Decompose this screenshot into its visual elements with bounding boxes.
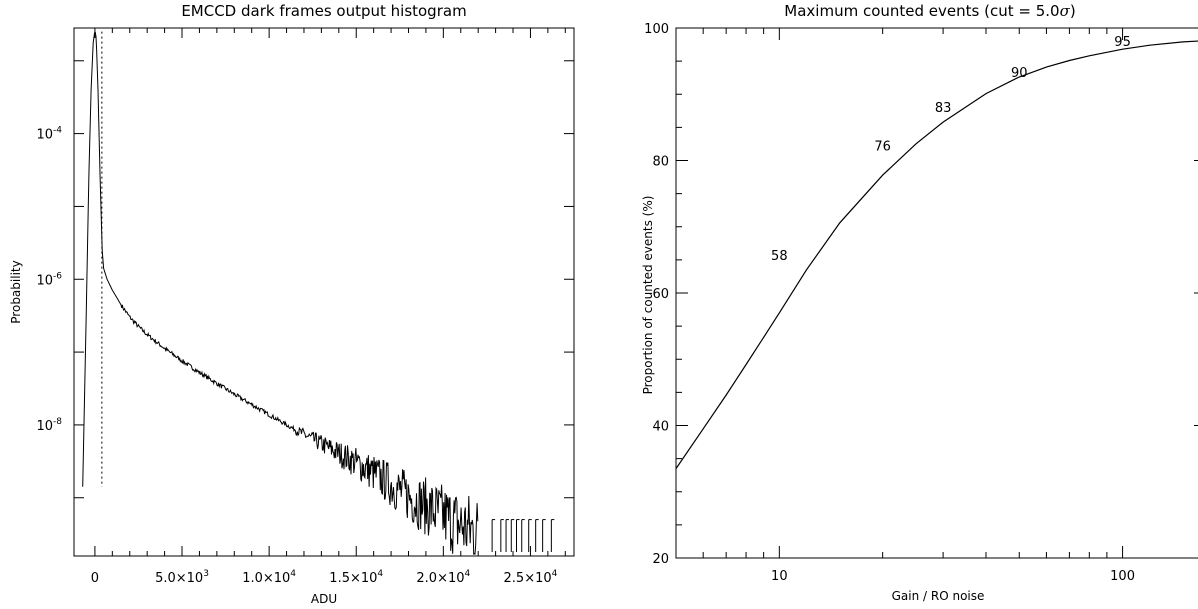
counted-events-annotation: 95 (1114, 35, 1131, 50)
histogram-ytick-label: 10-8 (36, 417, 62, 434)
counted-events-xlabel: Gain / RO noise (892, 589, 985, 603)
histogram-ylabel: Probability (9, 260, 23, 323)
counted-events-title-suffix: ) (1070, 2, 1076, 20)
counted-ytick-label: 40 (652, 420, 669, 435)
histogram-plot-frame (73, 27, 575, 557)
counted-ytick-label: 60 (652, 287, 669, 302)
counted-ytick-label: 100 (644, 22, 669, 37)
counted-events-title-main: Maximum counted events (cut = 5.0 (784, 2, 1059, 20)
counted-events-annotation: 83 (935, 101, 952, 116)
histogram-xtick-label: 0 (91, 571, 99, 586)
histogram-xtick-label: 5.0×103 (155, 569, 209, 586)
counted-ytick-label: 20 (652, 552, 669, 567)
counted-events-tick-labels: 10 100 20 40 60 80 100 (644, 22, 1135, 584)
counted-events-curve (675, 40, 1198, 469)
counted-xtick-label: 100 (1110, 569, 1135, 584)
histogram-xtick-label: 1.5×104 (329, 569, 383, 586)
histogram-panel: EMCCD dark frames output histogram 0 5.0×… (9, 2, 575, 606)
counted-events-title-sigma: σ (1060, 2, 1071, 20)
counted-events-ticks (676, 27, 1198, 559)
histogram-xtick-label: 1.0×104 (242, 569, 296, 586)
counted-xtick-label: 10 (771, 569, 788, 584)
histogram-xlabel: ADU (311, 592, 337, 606)
counted-events-series (675, 40, 1198, 469)
counted-events-annotation: 90 (1011, 66, 1028, 81)
counted-events-annotations: 58 76 83 90 95 (771, 35, 1131, 264)
counted-events-annotation: 76 (874, 140, 891, 155)
histogram-ticks (74, 28, 574, 556)
histogram-xtick-label: 2.0×104 (416, 569, 470, 586)
counted-events-annotation: 58 (771, 249, 788, 264)
histogram-title: EMCCD dark frames output histogram (181, 2, 466, 20)
histogram-ytick-label: 10-6 (36, 271, 62, 288)
histogram-curve (82, 31, 479, 556)
histogram-series (82, 31, 555, 556)
histogram-xtick-label: 2.5×104 (504, 569, 558, 586)
counted-events-panel: Maximum counted events (cut = 5.0σ) 10 10… (641, 2, 1198, 603)
histogram-tick-labels: 0 5.0×103 1.0×104 1.5×104 2.0×104 2.5×104 10-4… (36, 126, 557, 586)
counted-events-ylabel: Proportion of counted events (%) (641, 196, 655, 395)
counted-events-title: Maximum counted events (cut = 5.0σ) (784, 2, 1075, 20)
histogram-ytick-label: 10-4 (36, 126, 62, 143)
counted-ytick-label: 80 (652, 155, 669, 170)
